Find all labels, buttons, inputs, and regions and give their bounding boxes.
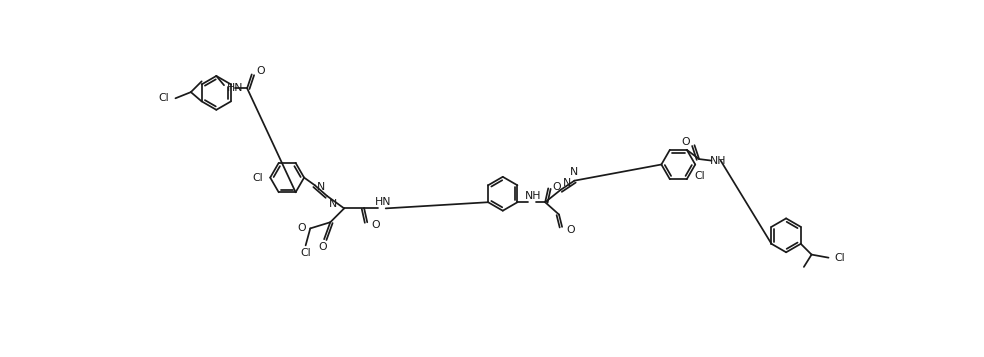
Text: HN: HN	[375, 197, 392, 207]
Text: O: O	[318, 242, 327, 252]
Text: N: N	[329, 199, 337, 209]
Text: NH: NH	[709, 156, 726, 166]
Text: O: O	[567, 225, 576, 235]
Text: O: O	[257, 66, 265, 76]
Text: Cl: Cl	[695, 171, 706, 181]
Text: N: N	[563, 177, 571, 187]
Text: O: O	[372, 220, 381, 230]
Text: HN: HN	[227, 83, 244, 93]
Text: Cl: Cl	[834, 253, 845, 263]
Text: Cl: Cl	[300, 248, 311, 258]
Text: O: O	[298, 223, 306, 233]
Text: N: N	[571, 167, 579, 177]
Text: Cl: Cl	[158, 93, 169, 103]
Text: Cl: Cl	[253, 172, 264, 182]
Text: O: O	[681, 137, 690, 147]
Text: O: O	[553, 182, 562, 192]
Text: NH: NH	[525, 191, 541, 201]
Text: N: N	[317, 182, 326, 192]
